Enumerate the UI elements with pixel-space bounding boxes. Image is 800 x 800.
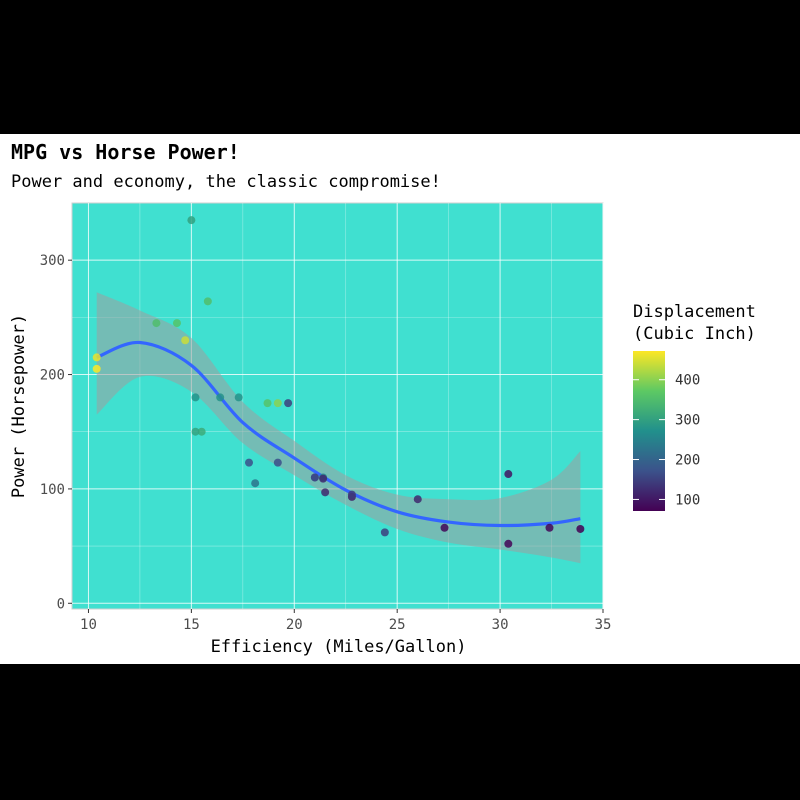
legend-title-line1: Displacement <box>633 302 756 322</box>
smooth-line <box>96 340 581 528</box>
legend-title-line2: (Cubic Inch) <box>633 324 756 344</box>
data-point <box>245 458 253 467</box>
x-tick-label: 30 <box>492 617 509 633</box>
y-tick-label: 0 <box>57 596 65 612</box>
data-point <box>504 470 513 479</box>
data-point <box>380 528 389 537</box>
data-point <box>92 353 101 362</box>
data-point <box>251 479 260 488</box>
data-point <box>440 523 449 532</box>
x-tick-label: 35 <box>595 617 612 633</box>
data-point <box>197 427 206 436</box>
data-point <box>284 399 293 408</box>
data-point <box>181 336 190 345</box>
x-tick-label: 20 <box>286 617 303 633</box>
data-point <box>187 216 196 225</box>
data-point <box>273 399 282 408</box>
data-point <box>576 524 585 533</box>
y-tick-label: 300 <box>40 253 65 269</box>
smooth-confidence-band <box>96 292 581 564</box>
legend-tick-label: 100 <box>675 492 700 508</box>
data-point <box>347 490 356 499</box>
data-point <box>310 473 319 482</box>
data-point <box>321 488 330 497</box>
data-point <box>172 319 181 328</box>
legend-ticks: 100 200 300 400 <box>633 373 700 508</box>
data-point <box>203 297 212 306</box>
data-point <box>504 539 513 548</box>
data-point <box>234 393 243 402</box>
x-axis-label: Efficiency (Miles/Gallon) <box>211 637 467 657</box>
chart-title: MPG vs Horse Power! <box>11 140 240 164</box>
data-point <box>319 474 328 483</box>
x-tick-label: 25 <box>389 617 406 633</box>
data-points <box>92 216 585 548</box>
y-axis-label: Power (Horsepower) <box>9 314 29 498</box>
data-point <box>191 393 200 402</box>
y-tick-label: 200 <box>40 368 65 384</box>
axes: 10 15 20 25 30 35 0 100 200 300 <box>40 253 612 633</box>
legend-tick-label: 300 <box>675 413 700 429</box>
chart-figure: MPG vs Horse Power! Power and economy, t… <box>0 134 800 664</box>
data-point <box>92 364 101 373</box>
data-point <box>545 523 554 532</box>
x-tick-label: 10 <box>80 617 97 633</box>
data-point <box>216 393 225 402</box>
data-point <box>152 319 161 328</box>
data-point <box>263 399 272 408</box>
x-tick-label: 15 <box>183 617 200 633</box>
chart-subtitle: Power and economy, the classic compromis… <box>11 172 441 192</box>
legend-tick-label: 400 <box>675 373 700 389</box>
legend-tick-label: 200 <box>675 453 700 469</box>
data-point <box>413 495 422 504</box>
legend-colorbar <box>633 351 665 511</box>
chart-svg: 10 15 20 25 30 35 0 100 200 300 Efficiency (Miles… <box>9 202 756 657</box>
data-point <box>191 427 200 436</box>
data-point <box>273 458 282 467</box>
y-tick-label: 100 <box>40 482 65 498</box>
